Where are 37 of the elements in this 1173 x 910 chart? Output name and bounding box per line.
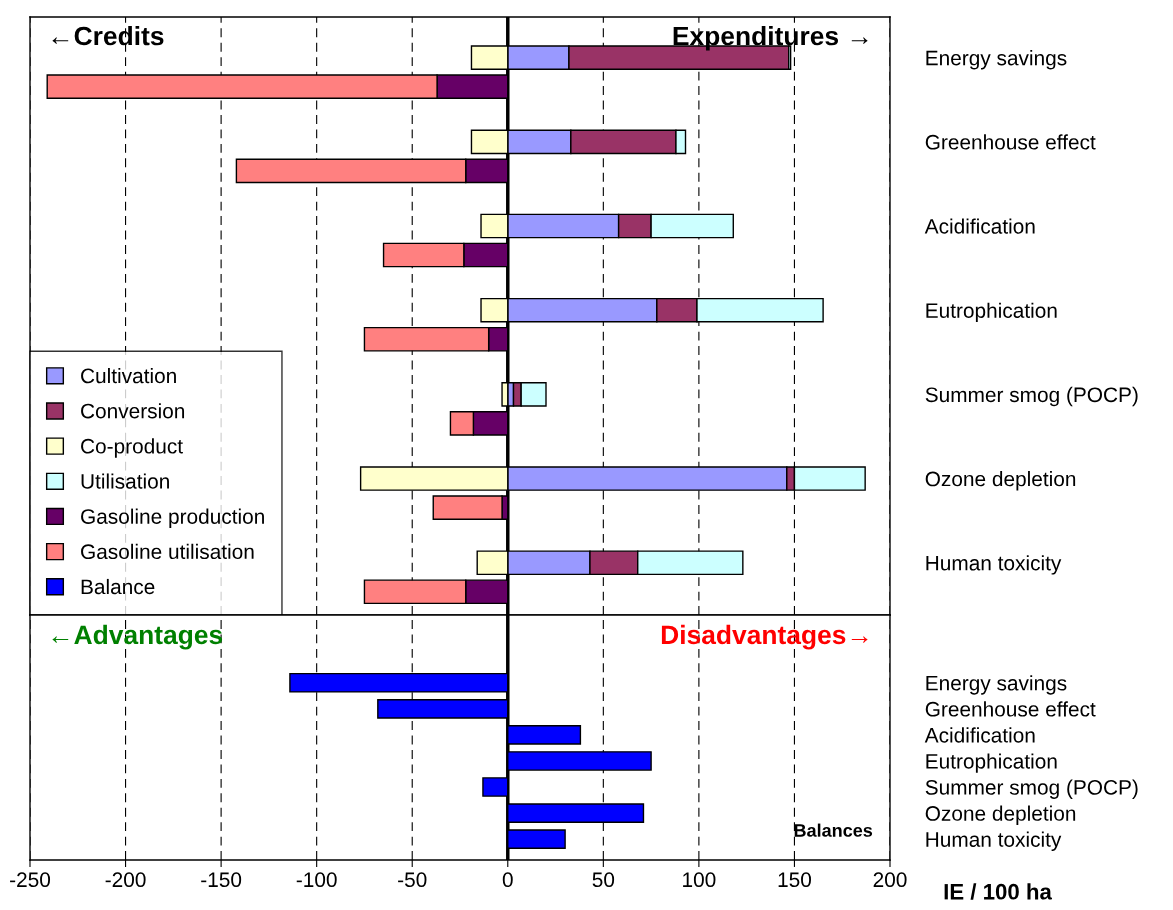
x-tick-label: -250 <box>10 872 51 888</box>
x-axis-title: IE / 100 ha <box>944 883 1052 900</box>
x-tick-label: 200 <box>873 872 907 888</box>
text: Disadvantages→ <box>661 624 868 650</box>
y-tick-label: Summer smog (POCP) <box>925 779 1138 799</box>
y-tick-label: Greenhouse effect <box>925 701 1096 717</box>
x-tick-label: 150 <box>778 872 812 888</box>
legend-label: Cultivation <box>81 367 176 384</box>
legend-label: Co-product <box>81 438 183 458</box>
x-tick-label: 100 <box>683 872 716 888</box>
y-tick-label: Acidification <box>924 218 1035 234</box>
y-tick-label: Ozone depletion <box>925 471 1076 491</box>
legend-label: Conversion <box>81 403 185 419</box>
x-tick-label: -100 <box>296 872 337 888</box>
y-tick-label: Acidification <box>924 727 1035 743</box>
y-tick-label: Energy savings <box>926 675 1067 695</box>
annotation: Balances <box>794 823 873 837</box>
y-tick-label: Human toxicity <box>926 831 1062 852</box>
y-tick-label: Eutrophication <box>926 753 1057 773</box>
x-tick-label: -50 <box>398 872 427 888</box>
annotation: Expenditures → <box>673 25 868 51</box>
x-tick-label: -150 <box>201 872 242 888</box>
legend-label: Gasoline production <box>81 508 264 529</box>
annotation: ←Credits <box>52 25 164 46</box>
y-tick-label: Eutrophication <box>926 302 1057 323</box>
y-tick-label: Ozone depletion <box>925 805 1076 825</box>
y-tick-label: Energy savings <box>926 50 1067 70</box>
y-tick-label: Summer smog (POCP) <box>925 386 1138 407</box>
x-tick-label: 50 <box>592 872 615 888</box>
legend-label: Utilisation <box>81 473 169 489</box>
x-tick-label: -200 <box>105 872 146 888</box>
text: ←Advantages <box>52 624 223 650</box>
y-tick-label: Greenhouse effect <box>925 134 1096 150</box>
legend-label: Gasoline utilisation <box>81 543 254 560</box>
legend-label: Balance <box>81 578 155 595</box>
x-tick-label: 0 <box>502 872 513 888</box>
y-tick-label: Human toxicity <box>926 555 1062 575</box>
